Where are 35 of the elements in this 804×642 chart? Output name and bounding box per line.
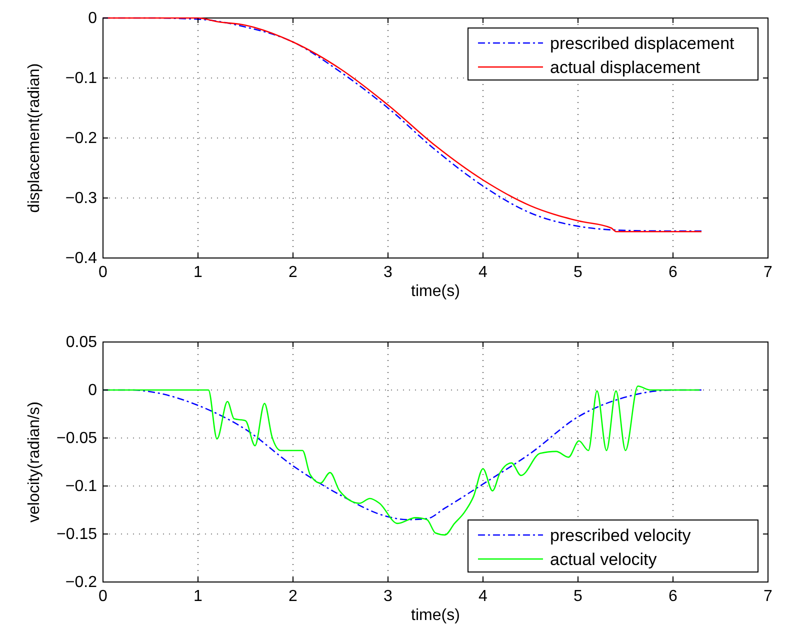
y-axis-title: velocity(radian/s)	[26, 402, 43, 522]
y-tick-label: −0.15	[56, 526, 98, 543]
x-tick-label: 6	[668, 264, 678, 281]
legend-label: prescribed displacement	[550, 34, 735, 53]
x-axis-title: time(s)	[411, 283, 460, 300]
y-tick-label: −0.1	[65, 70, 98, 87]
x-tick-label: 3	[384, 264, 393, 281]
x-tick-label: 1	[194, 588, 203, 605]
x-tick-label: 0	[98, 264, 108, 281]
y-tick-label: −0.3	[65, 190, 98, 207]
x-tick-label: 2	[288, 264, 298, 281]
y-tick-label: −0.1	[65, 478, 98, 495]
x-axis-title: time(s)	[411, 607, 460, 624]
x-tick-label: 4	[478, 264, 488, 281]
x-tick-label: 6	[668, 588, 678, 605]
x-tick-label: 5	[574, 264, 583, 281]
x-tick-label: 1	[194, 264, 203, 281]
y-tick-label: −0.05	[56, 430, 98, 447]
legend-label: actual velocity	[550, 550, 658, 569]
y-tick-label: −0.4	[65, 250, 98, 267]
x-tick-label: 0	[98, 588, 108, 605]
y-axis-title: displacement(radian)	[26, 63, 43, 213]
y-tick-label: 0.05	[66, 334, 98, 351]
x-tick-label: 5	[574, 588, 583, 605]
x-tick-label: 3	[384, 588, 393, 605]
legend-label: actual displacement	[550, 58, 701, 77]
y-tick-label: 0	[88, 382, 98, 399]
x-tick-label: 4	[478, 588, 488, 605]
x-tick-label: 7	[764, 588, 773, 605]
y-tick-label: −0.2	[65, 130, 98, 147]
legend-label: prescribed velocity	[550, 526, 692, 545]
y-tick-label: −0.2	[65, 574, 98, 591]
x-tick-label: 7	[764, 264, 773, 281]
x-tick-label: 2	[288, 588, 298, 605]
y-tick-label: 0	[88, 10, 98, 27]
